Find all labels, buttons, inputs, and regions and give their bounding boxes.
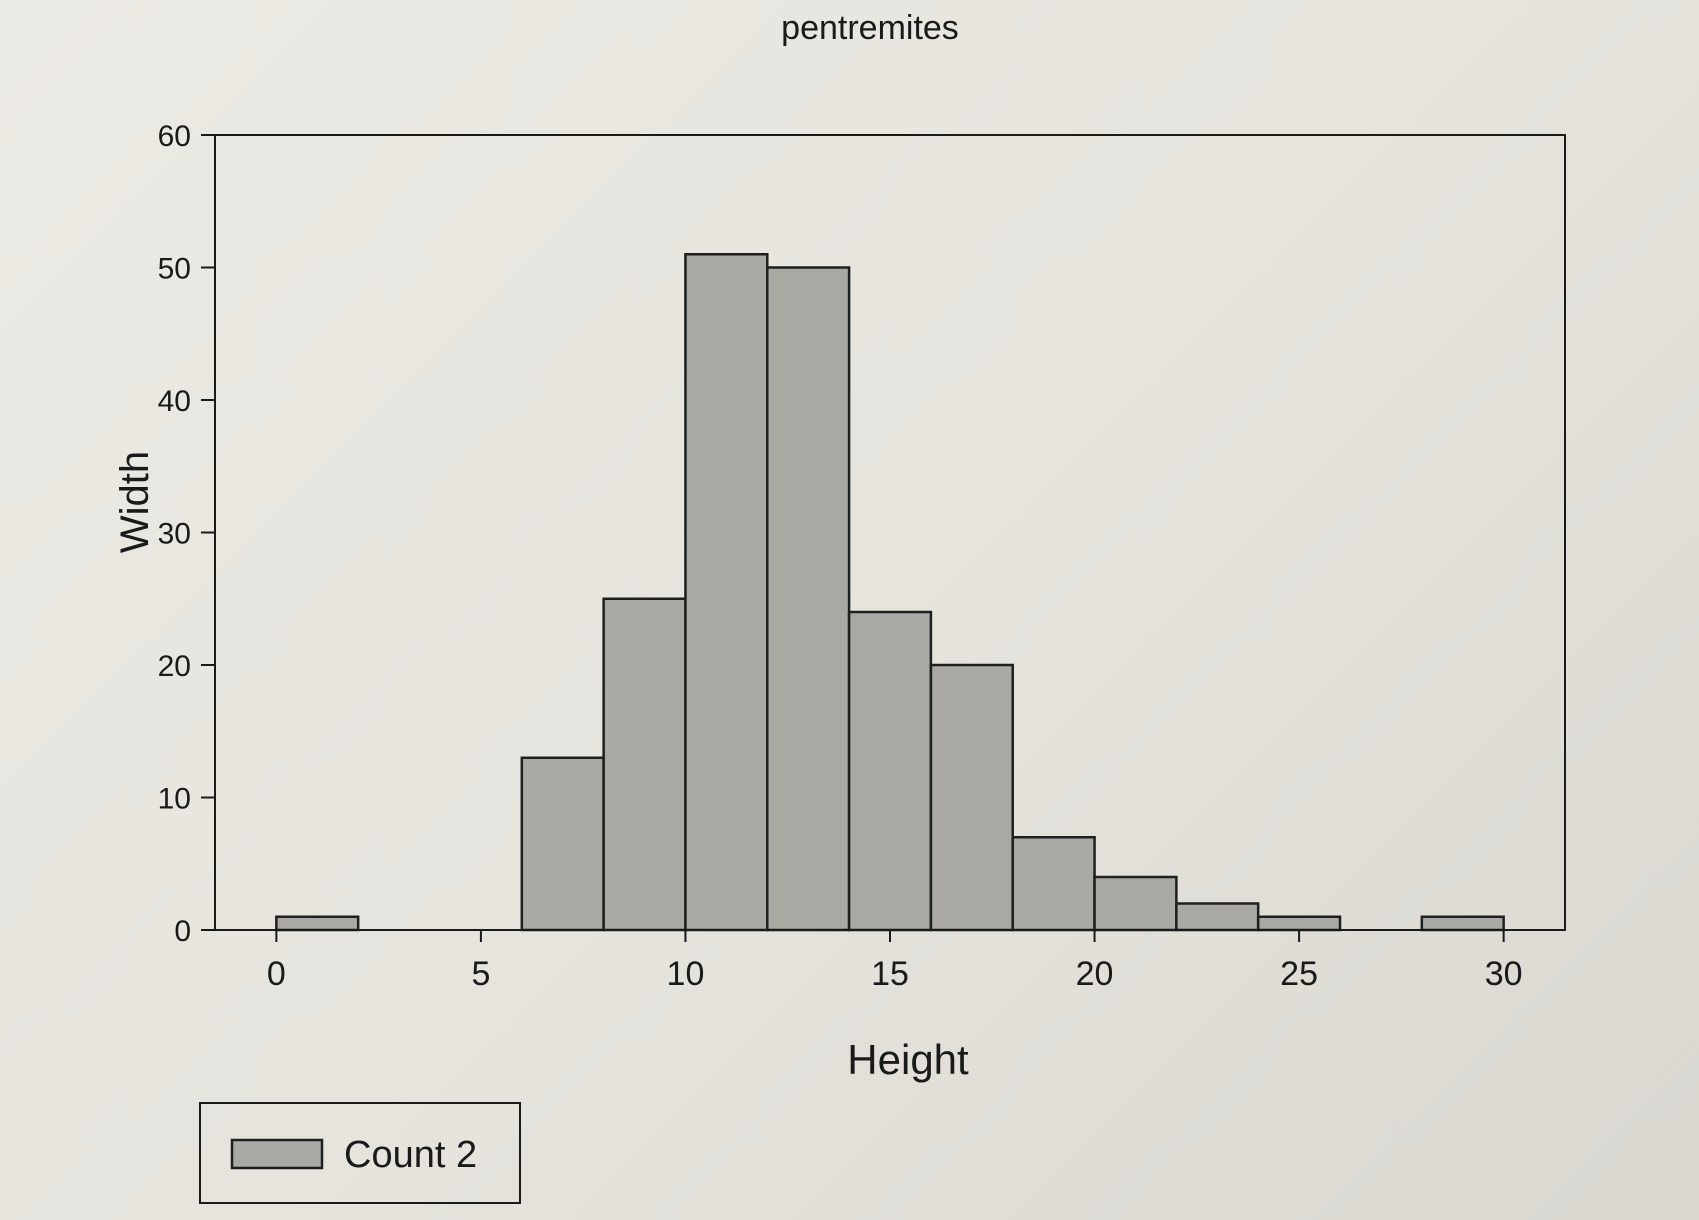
histogram-bar [1093,875,1178,932]
legend-box [199,1102,521,1204]
y-axis-label: Width [113,451,157,553]
y-tick-label: 0 [174,915,191,948]
histogram-bar [1256,915,1342,932]
x-tick-label: 20 [1076,955,1114,993]
x-axis-ticks: 0 5 10 15 20 25 30 [267,930,1523,993]
histogram-bar [1175,902,1260,932]
y-tick-label: 40 [158,385,191,418]
x-tick-label: 30 [1485,955,1523,993]
histogram-bar [684,253,769,932]
bars-group [275,253,1505,932]
y-tick-label: 10 [158,783,191,816]
legend-label: Count 2 [344,1134,477,1176]
histogram-bar [275,915,360,932]
histogram-bar [766,266,851,932]
histogram-bar [847,610,933,932]
x-tick-label: 5 [471,955,490,993]
chart-title: pentremites [781,9,959,47]
legend: Count 2 [199,1102,521,1204]
x-tick-label: 10 [667,955,705,993]
histogram-bar [1011,836,1096,932]
x-axis-label: Height [847,1036,969,1083]
y-tick-label: 30 [158,518,191,551]
histogram-bar [602,597,687,932]
x-tick-label: 25 [1280,955,1318,993]
histogram-bar [1420,915,1505,932]
y-axis-ticks: 0 10 20 30 40 50 60 [158,120,215,948]
histogram-bar [520,756,605,932]
x-tick-label: 0 [267,955,286,993]
histogram-bar [929,663,1014,932]
legend-swatch [230,1138,324,1170]
y-tick-label: 60 [158,120,191,153]
y-tick-label: 50 [158,253,191,286]
x-tick-label: 15 [871,955,909,993]
y-tick-label: 20 [158,650,191,683]
